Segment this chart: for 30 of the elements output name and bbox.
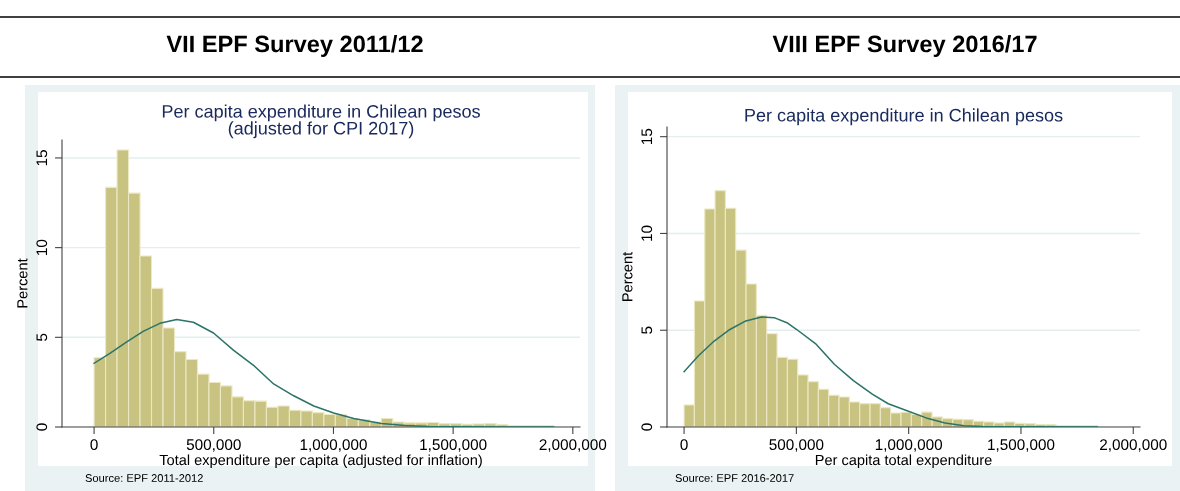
- y-tick-label: 10: [36, 239, 48, 255]
- y-tick-label: 15: [641, 128, 653, 145]
- x-tick-label: 0: [680, 439, 688, 451]
- chart-subtitle: Per capita expenditure in Chilean pesos: [745, 108, 1063, 126]
- y-tick-label: 5: [36, 333, 48, 341]
- x-tick-label: 1,000,000: [300, 439, 367, 452]
- y-tick-label: 0: [36, 423, 48, 431]
- source-note: Source: EPF 2011-2012: [85, 474, 203, 482]
- x-axis-title: Total expenditure per capita (adjusted for inflation): [159, 454, 482, 469]
- x-tick-label: 0: [90, 439, 98, 451]
- line-series: [93, 318, 555, 427]
- chart-title: VII EPF Survey 2011/12: [166, 35, 423, 57]
- x-tick-label: 1,500,000: [988, 439, 1055, 452]
- line-series: [683, 316, 1099, 427]
- x-axis-title: Per capita total expenditure: [815, 454, 992, 469]
- x-tick-label: 1,500,000: [420, 439, 487, 452]
- y-tick-label: 10: [641, 225, 653, 241]
- y-tick-label: 5: [641, 326, 653, 334]
- x-tick-label: 500,000: [186, 439, 241, 452]
- y-axis-title: Percent: [622, 251, 633, 301]
- x-tick-label: 1,000,000: [875, 439, 943, 452]
- chart-subtitle: Per capita expenditure in Chilean pesos (adjusted for CPI 2017): [162, 104, 480, 139]
- y-tick-label: 0: [641, 423, 653, 431]
- y-tick-label: 15: [36, 150, 48, 166]
- x-tick-label: 500,000: [769, 439, 824, 452]
- chart-title: VIII EPF Survey 2016/17: [772, 35, 1037, 57]
- x-tick-label: 2,000,000: [1100, 439, 1167, 452]
- source-note: Source: EPF 2016-2017: [675, 474, 794, 482]
- y-axis-title: Percent: [17, 258, 28, 308]
- x-tick-label: 2,000,000: [539, 439, 607, 452]
